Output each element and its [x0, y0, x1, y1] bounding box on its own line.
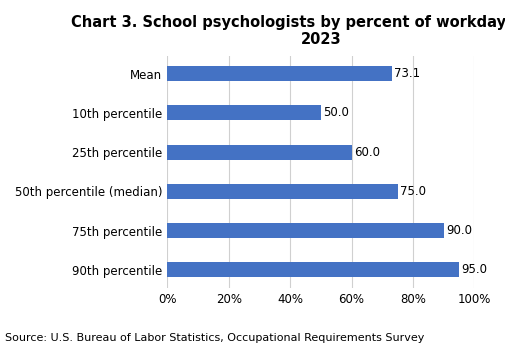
- Bar: [167, 145, 351, 160]
- Title: Chart 3. School psychologists by percent of workday sitting,
2023: Chart 3. School psychologists by percent…: [71, 15, 505, 47]
- Bar: [167, 263, 458, 277]
- Text: 73.1: 73.1: [393, 67, 420, 80]
- Bar: [167, 223, 443, 238]
- Bar: [167, 66, 391, 81]
- Text: Source: U.S. Bureau of Labor Statistics, Occupational Requirements Survey: Source: U.S. Bureau of Labor Statistics,…: [5, 333, 424, 343]
- Text: 90.0: 90.0: [445, 224, 471, 237]
- Text: 50.0: 50.0: [323, 106, 348, 119]
- Text: 60.0: 60.0: [354, 146, 379, 159]
- Text: 75.0: 75.0: [399, 185, 425, 198]
- Text: 95.0: 95.0: [461, 264, 486, 276]
- Bar: [167, 105, 320, 120]
- Bar: [167, 184, 397, 199]
